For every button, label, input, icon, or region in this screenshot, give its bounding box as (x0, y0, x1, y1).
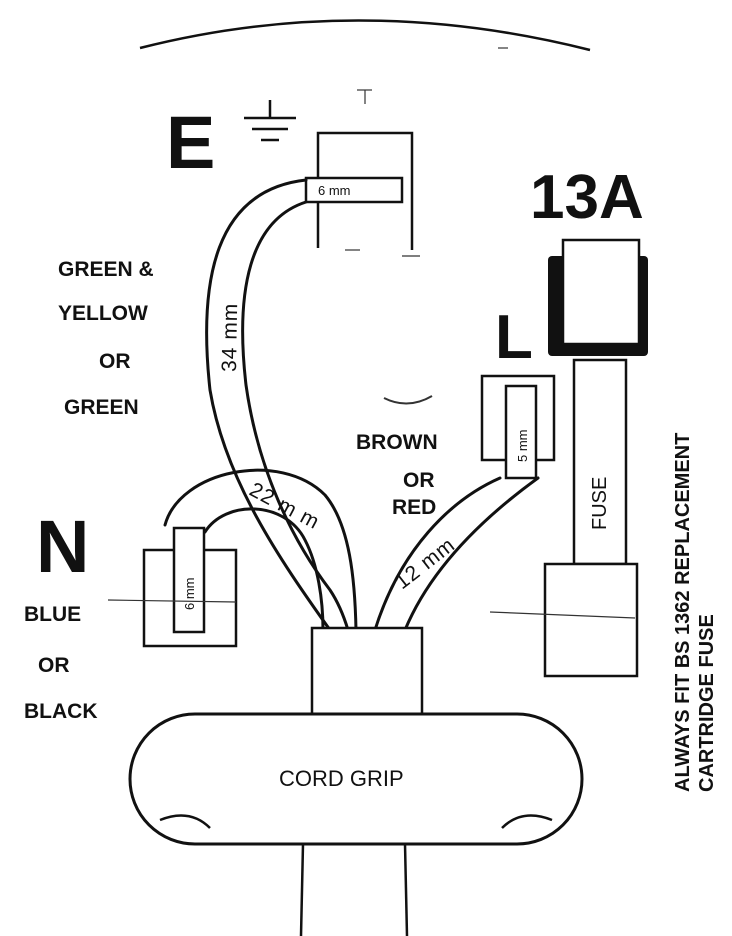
earth-conductor-length: 34 mm (218, 303, 242, 373)
fuse-rating: 13A (530, 163, 644, 232)
fuse-top (561, 238, 641, 346)
earth-colour-label: GREEN & YELLOW OR GREEN (58, 258, 154, 419)
earth-strip-length: 6 mm (318, 183, 351, 198)
svg-text:GREEN &: GREEN & (58, 258, 154, 281)
earth-symbol-icon (244, 100, 296, 142)
svg-text:ALWAYS FIT BS 1362 REPLACEMENT: ALWAYS FIT BS 1362 REPLACEMENT (672, 433, 694, 792)
svg-text:OR: OR (38, 654, 70, 677)
neutral-colour-label: BLUE OR BLACK (24, 603, 98, 723)
cord-grip-label: CORD GRIP (279, 766, 404, 791)
neutral-conductor-length: 22 m m (246, 478, 324, 534)
live-colour-label: BROWN OR RED (356, 431, 438, 519)
live-conductor-length: 12 mm (391, 533, 460, 594)
neutral-strip-length: 6 mm (182, 578, 197, 611)
svg-text:OR: OR (99, 350, 131, 373)
svg-text:RED: RED (392, 496, 436, 519)
live-wire (373, 476, 502, 632)
neutral-strip-box (172, 526, 206, 634)
svg-text:OR: OR (403, 469, 435, 492)
fuse-body (572, 358, 628, 566)
plug-outline-arc (139, 19, 591, 52)
cable-sheath (310, 626, 424, 718)
cable-exit-right (403, 843, 409, 936)
plug-centre-arc (383, 395, 433, 405)
fuse-label: FUSE (589, 477, 611, 530)
live-strip-length: 5 mm (515, 430, 530, 463)
cable-exit-left (299, 843, 305, 936)
earth-strip-box (304, 176, 404, 204)
fuse-clip (543, 562, 639, 678)
earth-letter: E (166, 101, 215, 184)
neutral-letter: N (36, 505, 89, 588)
live-letter: L (495, 303, 533, 372)
svg-text:BROWN: BROWN (356, 431, 438, 454)
svg-text:BLACK: BLACK (24, 700, 98, 723)
svg-text:BLUE: BLUE (24, 603, 81, 626)
neutral-wire (163, 468, 358, 632)
svg-text:YELLOW: YELLOW (58, 302, 148, 325)
live-strip-box (504, 384, 538, 480)
cord-grip (128, 712, 584, 846)
svg-text:CARTRIDGE FUSE: CARTRIDGE FUSE (696, 614, 718, 792)
svg-text:GREEN: GREEN (64, 396, 139, 419)
earth-wire (205, 178, 332, 632)
fuse-note: ALWAYS FIT BS 1362 REPLACEMENT CARTRIDGE… (672, 433, 718, 792)
